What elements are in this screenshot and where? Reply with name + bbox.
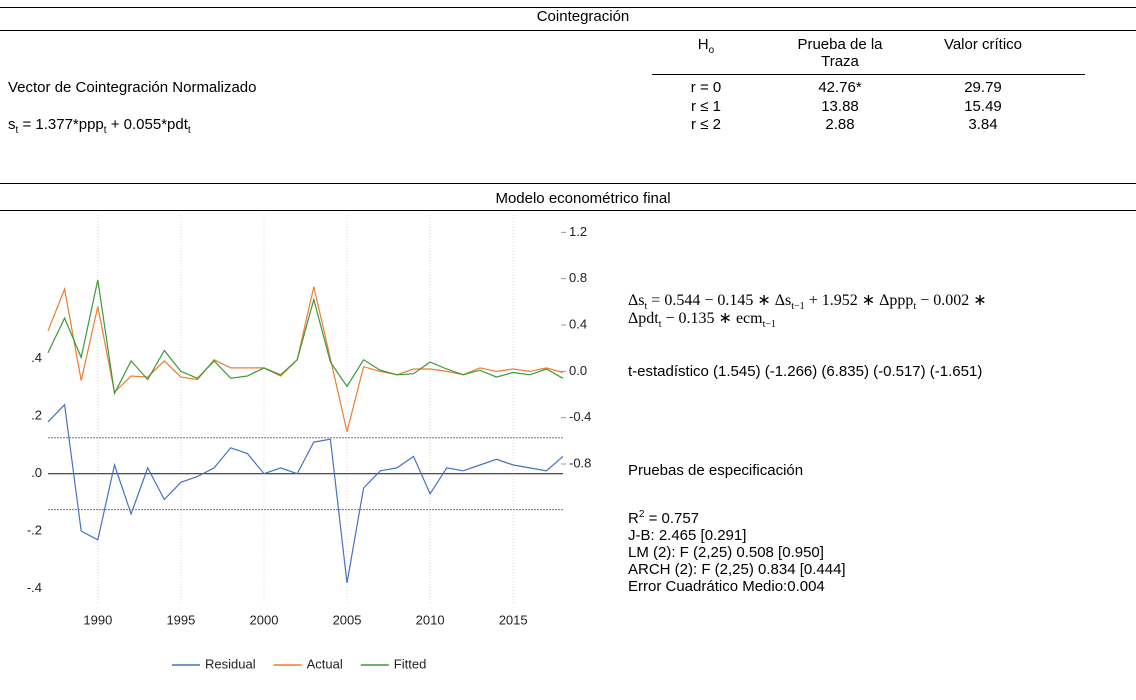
test-line: R2 = 0.757 [628, 509, 700, 528]
table-cell: 2.88 [825, 116, 855, 133]
text-run: + 1.952 ∗ Δppp [804, 292, 914, 309]
test-line: LM (2): F (2,25) 0.508 [0.950] [628, 544, 824, 561]
text-run: s [8, 116, 16, 133]
table-cell: 42.76* [818, 79, 862, 96]
legend-label: Fitted [394, 656, 427, 671]
rule [0, 210, 1136, 211]
equation-line: Δst = 0.544 − 0.145 ∗ Δst−1 + 1.952 ∗ Δp… [628, 292, 987, 313]
subscript: t−1 [762, 319, 777, 331]
tests-title: Pruebas de especificación [628, 462, 804, 479]
x-tick-label: 2000 [250, 612, 279, 627]
text-run: = 1.377*ppp [18, 116, 104, 133]
subscript: t [187, 125, 191, 136]
y-tick-label: .2 [31, 408, 42, 423]
table-cell: r = 0 [690, 79, 722, 96]
heading: Vector de Cointegración Normalizado [8, 79, 257, 96]
text-run: − 0.002 ∗ [916, 292, 987, 309]
y2-tick-label: -0.4 [569, 409, 591, 424]
table-cell: 13.88 [821, 97, 859, 115]
series-line [47, 403, 564, 584]
subscript: t−1 [791, 301, 805, 313]
equation-line: Δpdtt − 0.135 ∗ ecmt−1 [628, 310, 777, 331]
legend-label: Residual [205, 656, 256, 671]
y-tick-label: .0 [31, 465, 42, 480]
chart: 1990 1995 2000 2005 2010 2015 .4 .2 .0 -.2 -.4 1.2 0… [27, 215, 591, 671]
text-run: R [628, 510, 639, 527]
legend-label: Actual [307, 656, 343, 671]
x-tick-label: 2010 [416, 612, 445, 627]
table-cell: 29.79 [964, 79, 1002, 96]
table-header: Prueba de la Traza [797, 36, 883, 70]
table-rule [652, 74, 1085, 75]
section-title: Cointegración [536, 8, 630, 25]
test-line: ARCH (2): F (2,25) 0.834 [0.444] [628, 561, 846, 578]
text-run: = 0.757 [644, 510, 700, 527]
table-cell: r ≤ 1 [691, 97, 721, 115]
table-cell: r ≤ 2 [691, 116, 721, 133]
series-line [47, 286, 564, 432]
subscript: t [658, 319, 662, 331]
y2-tick-label: 1.2 [569, 224, 587, 239]
test-line: J-B: 2.465 [0.291] [628, 527, 747, 544]
text-run: = 0.544 − 0.145 ∗ Δs [647, 292, 792, 309]
text-run: − 0.135 ∗ ecm [661, 310, 763, 327]
x-tick-label: 1995 [166, 612, 195, 627]
subscript: o [708, 45, 715, 56]
series-line [47, 279, 564, 396]
top-rule [0, 7, 1136, 8]
y2-tick-label: 0.8 [569, 270, 587, 285]
x-tick-label: 2015 [499, 612, 528, 627]
y2-tick-label: 0.4 [569, 316, 587, 331]
subscript: t [103, 125, 107, 136]
subscript: t [913, 301, 917, 313]
y-tick-label: .4 [31, 350, 42, 365]
x-tick-label: 1990 [83, 612, 112, 627]
subscript: t [644, 301, 648, 313]
subscript: t [15, 125, 19, 136]
text-run: H [697, 36, 709, 53]
section-title: Modelo econométrico final [495, 190, 671, 207]
y-tick-label: -.4 [27, 580, 42, 595]
y2-tick-label: 0.0 [569, 363, 587, 378]
y2-tick-label: -0.8 [569, 455, 591, 470]
text-run: Δs [628, 292, 645, 309]
text-run: Δpdt [628, 310, 659, 327]
text-run: + 0.055*pdt [106, 116, 188, 133]
t-stats: t-estadístico (1.545) (-1.266) (6.835) (… [628, 363, 983, 380]
rule [0, 30, 1136, 31]
table-header: Ho [636, 36, 776, 56]
y-tick-label: -.2 [27, 523, 42, 538]
vector-equation: st = 1.377*pppt + 0.055*pdtt [8, 116, 191, 136]
x-tick-label: 2005 [333, 612, 362, 627]
table-cell: 15.49 [964, 97, 1002, 115]
superscript: 2 [638, 509, 645, 520]
table-header: Valor crítico [943, 36, 1023, 53]
test-line: Error Cuadrático Medio:0.004 [628, 578, 825, 595]
table-cell: 3.84 [968, 116, 998, 133]
rule [0, 183, 1136, 184]
